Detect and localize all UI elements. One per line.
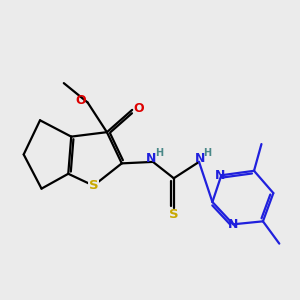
Text: N: N	[146, 152, 157, 165]
Text: O: O	[134, 102, 144, 115]
Text: N: N	[195, 152, 206, 165]
Text: S: S	[89, 179, 98, 192]
Text: H: H	[155, 148, 164, 158]
Text: H: H	[203, 148, 211, 158]
Text: O: O	[75, 94, 86, 107]
Text: S: S	[169, 208, 178, 221]
Text: N: N	[215, 169, 225, 182]
Text: N: N	[228, 218, 238, 231]
